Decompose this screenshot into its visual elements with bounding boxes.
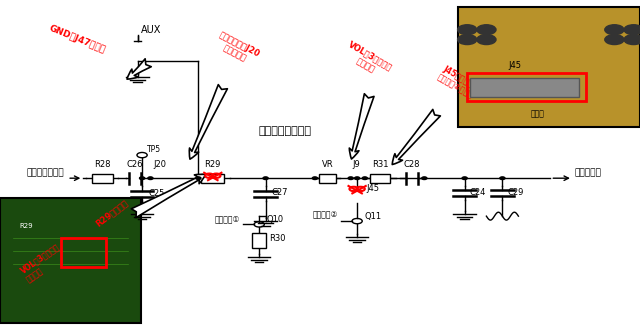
- Circle shape: [500, 177, 505, 180]
- Text: ラジオ信号はJ20
から取出し: ラジオ信号はJ20 から取出し: [212, 30, 261, 68]
- Bar: [458, 7, 640, 127]
- Text: J9: J9: [353, 160, 360, 169]
- Text: C24: C24: [470, 188, 486, 197]
- Text: R30: R30: [269, 234, 285, 243]
- Text: R29: R29: [19, 223, 33, 229]
- Bar: [319, 174, 336, 183]
- Text: R28: R28: [94, 160, 111, 169]
- Text: J45: J45: [367, 184, 380, 193]
- Text: アンプ入力: アンプ入力: [575, 168, 602, 177]
- Circle shape: [355, 177, 360, 180]
- Circle shape: [348, 177, 353, 180]
- Text: Q11: Q11: [365, 212, 382, 221]
- Text: R29: R29: [205, 160, 221, 169]
- Bar: [0, 198, 141, 323]
- Bar: [202, 174, 224, 183]
- Circle shape: [477, 25, 496, 35]
- Text: VOLの3番ピンへ
音声入力: VOLの3番ピンへ 音声入力: [19, 242, 68, 284]
- Text: C26: C26: [127, 160, 143, 169]
- Circle shape: [422, 177, 427, 180]
- Circle shape: [605, 25, 624, 35]
- Circle shape: [605, 35, 624, 45]
- Text: ミュート②: ミュート②: [312, 210, 338, 219]
- Text: 幻のバスブースト: 幻のバスブースト: [259, 126, 311, 136]
- Circle shape: [462, 177, 467, 180]
- Text: AUX: AUX: [141, 25, 161, 35]
- Circle shape: [362, 177, 367, 180]
- Text: J45: J45: [509, 61, 522, 70]
- Text: C29: C29: [508, 188, 524, 197]
- Circle shape: [458, 35, 477, 45]
- Bar: [370, 174, 390, 183]
- Circle shape: [140, 177, 145, 180]
- Text: 文字盤: 文字盤: [531, 109, 545, 118]
- Text: TP5: TP5: [147, 146, 161, 154]
- Text: C28: C28: [404, 160, 420, 169]
- Text: R31: R31: [372, 160, 388, 169]
- Circle shape: [477, 35, 496, 45]
- Circle shape: [312, 177, 317, 180]
- Text: R29取り外し: R29取り外し: [94, 197, 130, 228]
- Text: J20: J20: [154, 160, 166, 169]
- Text: VR: VR: [322, 160, 333, 169]
- Bar: [470, 78, 579, 97]
- Bar: [92, 174, 113, 183]
- Text: J45を取り外し
ミュート②無効化: J45を取り外し ミュート②無効化: [435, 64, 480, 100]
- Text: ミュート①: ミュート①: [214, 214, 240, 223]
- Bar: [61, 238, 106, 267]
- Text: Q10: Q10: [267, 215, 284, 224]
- Circle shape: [624, 35, 640, 45]
- Text: C27: C27: [272, 188, 289, 197]
- Bar: [252, 233, 266, 248]
- Circle shape: [263, 177, 268, 180]
- Circle shape: [624, 25, 640, 35]
- Circle shape: [458, 25, 477, 35]
- Text: C25: C25: [148, 189, 165, 198]
- Circle shape: [196, 177, 201, 180]
- Text: チューナー出力: チューナー出力: [26, 168, 64, 177]
- Text: GNDはJ47へ配線: GNDはJ47へ配線: [47, 24, 106, 55]
- Bar: [467, 73, 586, 101]
- Text: VOLの3番ピンへ
音声入力: VOLの3番ピンへ 音声入力: [342, 40, 394, 81]
- Circle shape: [148, 177, 153, 180]
